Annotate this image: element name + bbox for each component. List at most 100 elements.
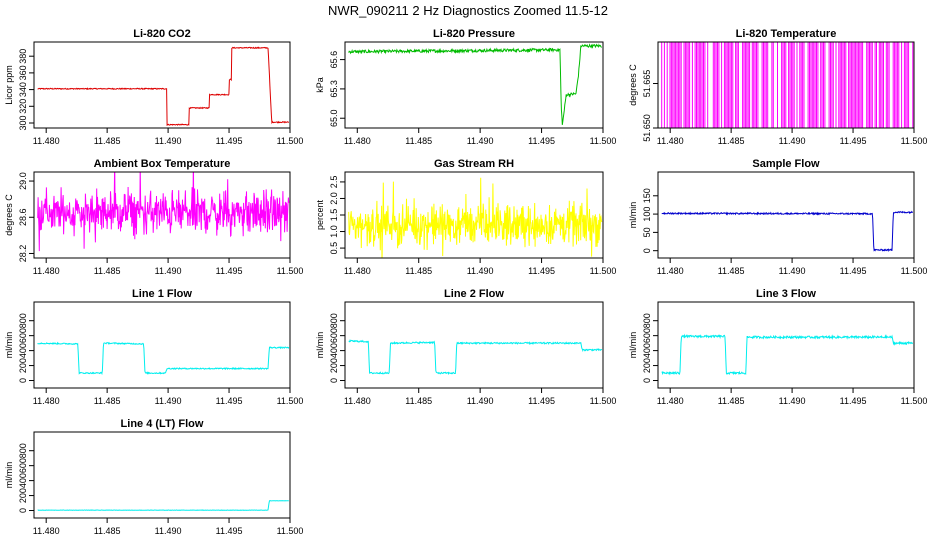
y-tick-label: 0: [18, 508, 28, 513]
x-tick-label: 11.500: [901, 136, 928, 146]
chart-panel-line3: Line 3 Flow 11.480 11.485 11.490 11.495 11.50…: [628, 288, 927, 406]
x-tick-label: 11.490: [779, 396, 806, 406]
x-tick-label: 11.500: [590, 396, 617, 406]
x-tick-label: 11.480: [33, 396, 60, 406]
x-tick-label: 11.495: [216, 266, 243, 276]
y-tick-label: 800: [18, 443, 28, 458]
y-axis-label: Licor ppm: [4, 65, 14, 105]
x-tick-label: 11.485: [718, 266, 745, 276]
y-tick-label: 1.0: [329, 225, 339, 238]
y-axis-label: ml/min: [628, 202, 638, 229]
y-tick-label: 28.6: [18, 208, 28, 226]
x-tick-label: 11.495: [216, 526, 243, 536]
y-tick-label: 800: [642, 313, 652, 328]
series-line-line1: [37, 341, 290, 376]
x-tick-label: 11.495: [840, 136, 867, 146]
y-tick-label: 600: [18, 328, 28, 343]
x-tick-label: 11.485: [94, 526, 121, 536]
y-tick-label: 0.5: [329, 242, 339, 255]
series-line-line4: [37, 500, 289, 511]
x-tick-label: 11.500: [277, 526, 304, 536]
y-axis-label: kPa: [315, 77, 325, 93]
y-tick-label: 200: [18, 488, 28, 503]
chart-panel-box-temp: Ambient Box Temperature 11.480 11.485 11.49…: [4, 158, 304, 276]
y-tick-label: 400: [18, 473, 28, 488]
y-tick-label: 200: [329, 358, 339, 373]
x-tick-label: 11.500: [590, 136, 617, 146]
x-tick-label: 11.495: [840, 266, 867, 276]
y-tick-label: 0: [642, 248, 652, 253]
figure-title: NWR_090211 2 Hz Diagnostics Zoomed 11.5-…: [328, 3, 608, 18]
x-tick-label: 11.485: [405, 396, 432, 406]
x-tick-label: 11.485: [94, 136, 121, 146]
x-tick-label: 11.480: [344, 396, 371, 406]
chart-panel-co2: Li-820 CO2 11.480 11.485 11.490 11.495 11.500…: [4, 28, 303, 146]
chart-panel-line2: Line 2 Flow 11.480 11.485 11.490 11.495 11.50…: [315, 288, 616, 406]
x-tick-label: 11.500: [590, 266, 617, 276]
y-axis-label: percent: [315, 199, 325, 230]
x-tick-label: 11.480: [33, 136, 60, 146]
y-axis-label: degrees C: [4, 194, 14, 236]
x-tick-label: 11.495: [216, 136, 243, 146]
plot-frame: [344, 41, 604, 129]
x-tick-label: 11.495: [528, 396, 555, 406]
y-tick-label: 51.665: [642, 70, 652, 98]
x-tick-label: 11.495: [528, 136, 555, 146]
panel-title: Ambient Box Temperature: [94, 158, 231, 170]
y-axis-label: degrees C: [628, 64, 638, 106]
x-tick-label: 11.500: [277, 266, 304, 276]
y-tick-label: 340: [18, 82, 28, 97]
panel-title: Li-820 CO2: [133, 28, 190, 40]
y-tick-label: 0: [329, 378, 339, 383]
x-tick-label: 11.480: [657, 266, 684, 276]
x-tick-label: 11.490: [155, 136, 182, 146]
y-tick-label: 29.0: [18, 172, 28, 190]
x-tick-label: 11.480: [344, 136, 371, 146]
x-tick-label: 11.490: [467, 266, 494, 276]
x-tick-label: 11.485: [94, 266, 121, 276]
plot-frame: [657, 301, 915, 389]
x-tick-label: 11.490: [467, 136, 494, 146]
panel-title: Line 2 Flow: [444, 288, 504, 300]
chart-panel-rh: Gas Stream RH 11.480 11.485 11.490 11.495 11.…: [315, 158, 616, 276]
panel-title: Line 4 (LT) Flow: [121, 418, 204, 430]
plot-frame: [657, 41, 915, 129]
x-tick-label: 11.500: [901, 266, 928, 276]
y-tick-label: 200: [642, 358, 652, 373]
y-tick-label: 65.3: [329, 80, 339, 98]
x-tick-label: 11.480: [344, 266, 371, 276]
x-tick-label: 11.485: [718, 136, 745, 146]
y-tick-label: 2.0: [329, 192, 339, 205]
y-tick-label: 150: [642, 188, 652, 203]
x-tick-label: 11.495: [216, 396, 243, 406]
chart-panel-pressure: Li-820 Pressure 11.480 11.485 11.490 11.495 1…: [315, 28, 616, 146]
panel-title: Sample Flow: [752, 158, 820, 170]
y-tick-label: 51.650: [642, 114, 652, 142]
x-tick-label: 11.480: [657, 136, 684, 146]
y-tick-label: 65.6: [329, 51, 339, 69]
x-tick-label: 11.495: [528, 266, 555, 276]
plot-frame: [657, 171, 915, 259]
series-line-box-temp: [37, 172, 290, 252]
x-tick-label: 11.480: [33, 266, 60, 276]
y-tick-label: 600: [642, 328, 652, 343]
x-tick-label: 11.490: [779, 266, 806, 276]
x-tick-label: 11.485: [94, 396, 121, 406]
y-tick-label: 300: [18, 115, 28, 130]
y-axis-label: ml/min: [315, 332, 325, 359]
x-tick-label: 11.480: [33, 526, 60, 536]
series-line-sample-flow: [661, 210, 914, 252]
chart-panel-line4: Line 4 (LT) Flow 11.480 11.485 11.490 11.495…: [4, 418, 303, 536]
y-tick-label: 400: [18, 343, 28, 358]
x-tick-label: 11.490: [155, 526, 182, 536]
x-tick-label: 11.495: [840, 396, 867, 406]
series-line-co2: [37, 46, 289, 126]
series-line-line2: [348, 339, 603, 376]
y-tick-label: 380: [18, 49, 28, 64]
panels-container: Li-820 CO2 11.480 11.485 11.490 11.495 11.500…: [4, 28, 927, 536]
x-tick-label: 11.490: [779, 136, 806, 146]
plot-frame: [33, 41, 291, 129]
panel-title: Line 1 Flow: [132, 288, 192, 300]
